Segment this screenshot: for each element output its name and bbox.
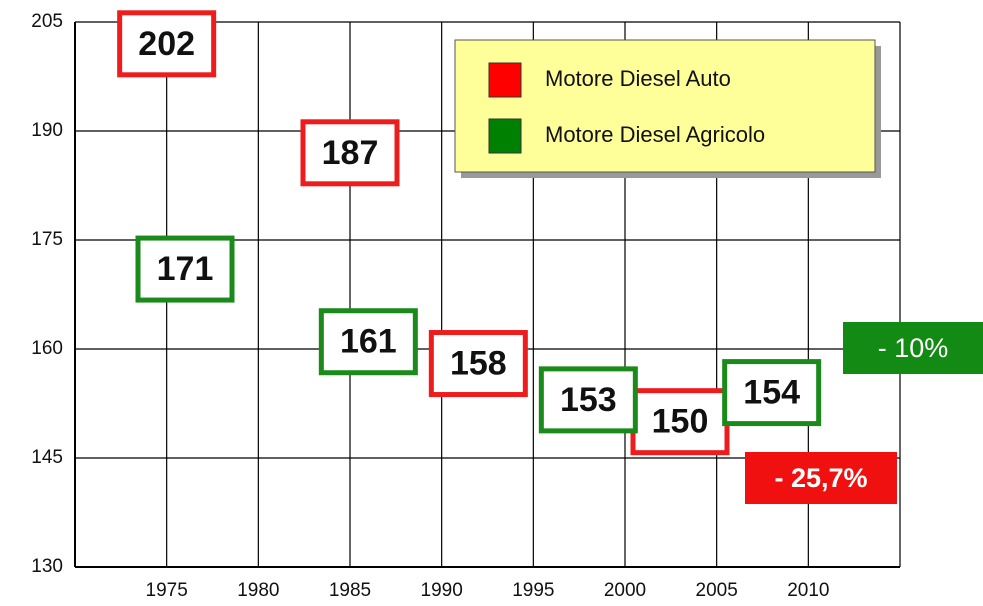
value-box <box>117 10 217 78</box>
annotation: - 25,7% <box>774 463 867 493</box>
y-tick-label: 145 <box>31 447 63 468</box>
annotation-box <box>843 322 983 374</box>
annotation-box <box>745 452 897 504</box>
x-tick-label: 1975 <box>146 580 188 601</box>
legend-swatch <box>488 62 522 98</box>
data-label: 154 <box>743 374 800 412</box>
data-label: 202 <box>138 25 195 63</box>
legend-label: Motore Diesel Auto <box>545 66 731 91</box>
legend <box>454 39 876 173</box>
value-box <box>300 119 400 187</box>
value-box <box>318 308 418 376</box>
x-tick-label: 2010 <box>787 580 829 601</box>
data-label: 150 <box>652 403 709 441</box>
y-tick-label: 160 <box>31 338 63 359</box>
legend-label: Motore Diesel Agricolo <box>545 122 765 147</box>
data-label: 171 <box>157 250 214 288</box>
x-tick-label: 2000 <box>604 580 646 601</box>
x-tick-label: 1980 <box>237 580 279 601</box>
value-box <box>135 235 235 303</box>
y-tick-label: 205 <box>31 11 63 32</box>
annotation: - 10% <box>878 333 949 363</box>
legend-swatch <box>488 118 522 154</box>
data-label: 153 <box>560 381 617 419</box>
x-tick-label: 1990 <box>421 580 463 601</box>
x-tick-label: 2005 <box>696 580 738 601</box>
data-label: 158 <box>450 345 507 383</box>
y-tick-label: 130 <box>31 556 63 577</box>
value-box <box>538 366 638 434</box>
data-label: 161 <box>340 323 397 361</box>
x-tick-label: 1995 <box>512 580 554 601</box>
value-box <box>428 330 528 398</box>
y-tick-label: 190 <box>31 120 63 141</box>
data-label: 187 <box>322 134 379 172</box>
y-tick-label: 175 <box>31 229 63 250</box>
x-tick-label: 1985 <box>329 580 371 601</box>
value-box <box>722 359 822 427</box>
